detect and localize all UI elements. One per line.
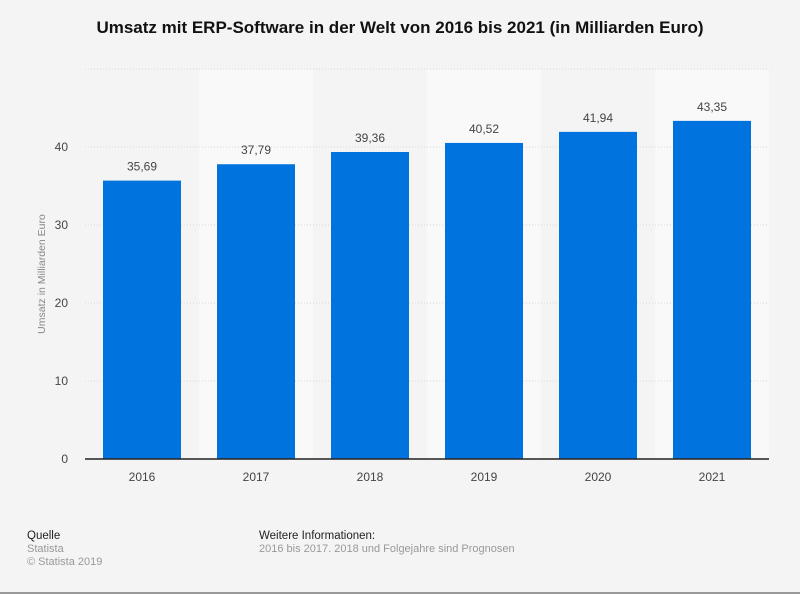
- y-tick-label: 20: [55, 296, 69, 310]
- bar: [331, 151, 409, 459]
- divider: [0, 592, 800, 594]
- data-label: 40,52: [469, 122, 499, 136]
- data-label: 41,94: [583, 111, 613, 125]
- y-tick-label: 0: [61, 452, 68, 466]
- bar: [673, 120, 751, 460]
- bar: [445, 142, 523, 459]
- y-tick-label: 10: [55, 374, 69, 388]
- source-heading: Quelle: [27, 530, 61, 542]
- data-label: 37,79: [241, 143, 271, 157]
- x-tick-label: 2018: [357, 470, 384, 484]
- data-label: 39,36: [355, 131, 385, 145]
- y-axis-label: Umsatz in Milliarden Euro: [36, 214, 48, 334]
- y-tick-label: 30: [55, 218, 69, 232]
- data-label: 43,35: [697, 100, 727, 114]
- x-tick-label: 2017: [243, 470, 270, 484]
- x-tick-label: 2021: [699, 470, 726, 484]
- x-tick-label: 2016: [129, 470, 156, 484]
- x-tick-label: 2020: [585, 470, 612, 484]
- y-tick-label: 40: [55, 140, 69, 154]
- bar-chart: 0 10 20 30 40 Umsatz in Milliarden Euro 35,69 2…: [36, 68, 769, 484]
- bar: [217, 164, 295, 459]
- copyright: © Statista 2019: [27, 556, 103, 568]
- x-tick-label: 2019: [471, 470, 498, 484]
- chart-title: Umsatz mit ERP-Software in der Welt von …: [96, 18, 704, 37]
- data-label: 35,69: [127, 160, 157, 174]
- bar: [559, 131, 637, 460]
- source: Statista: [27, 543, 64, 555]
- info-text: 2016 bis 2017. 2018 und Folgejahre sind …: [259, 543, 515, 555]
- info-heading: Weitere Informationen:: [259, 530, 376, 542]
- bar: [103, 180, 181, 460]
